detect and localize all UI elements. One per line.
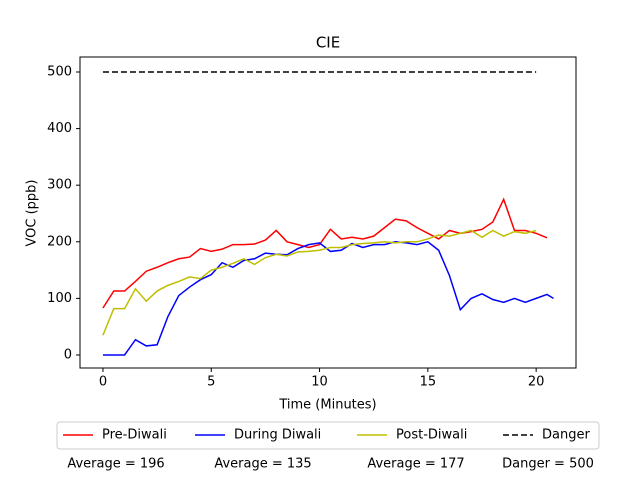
y-axis-label: VOC (ppb): [25, 179, 40, 246]
x-tick-label: 5: [207, 375, 215, 390]
x-tick-label: 0: [99, 375, 107, 390]
plot-frame: [79, 56, 577, 369]
x-tick-label: 15: [420, 375, 437, 390]
annotation: Danger = 500: [502, 457, 594, 472]
y-tick-label: 200: [47, 234, 72, 249]
series-line: [102, 229, 537, 336]
x-tick-label: 20: [528, 375, 545, 390]
annotation: Average = 135: [214, 457, 311, 472]
y-tick-label: 300: [47, 178, 72, 193]
series-line: [102, 197, 548, 309]
y-tick-label: 0: [64, 347, 72, 362]
legend-label: Pre-Diwali: [102, 428, 167, 443]
legend-label: Post-Diwali: [396, 428, 467, 443]
y-tick-label: 100: [47, 291, 72, 306]
series-line: [102, 240, 554, 356]
legend-label: Danger: [542, 428, 590, 443]
y-tick-label: 500: [47, 64, 72, 79]
x-axis-label: Time (Minutes): [278, 398, 376, 413]
legend-box: [56, 421, 600, 450]
legend-label: During Diwali: [234, 428, 321, 443]
annotation: Average = 177: [367, 457, 464, 472]
annotation: Average = 196: [67, 457, 164, 472]
x-tick-label: 10: [311, 375, 328, 390]
y-tick-label: 400: [47, 121, 72, 136]
chart-title: CIE: [316, 34, 340, 52]
